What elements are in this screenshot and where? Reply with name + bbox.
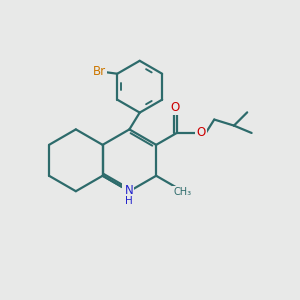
Text: N: N bbox=[124, 184, 133, 197]
Text: O: O bbox=[196, 126, 205, 139]
Text: O: O bbox=[170, 101, 180, 114]
Text: CH₃: CH₃ bbox=[173, 187, 191, 197]
Text: Br: Br bbox=[93, 65, 106, 78]
Text: O: O bbox=[123, 184, 132, 196]
Text: H: H bbox=[125, 196, 133, 206]
